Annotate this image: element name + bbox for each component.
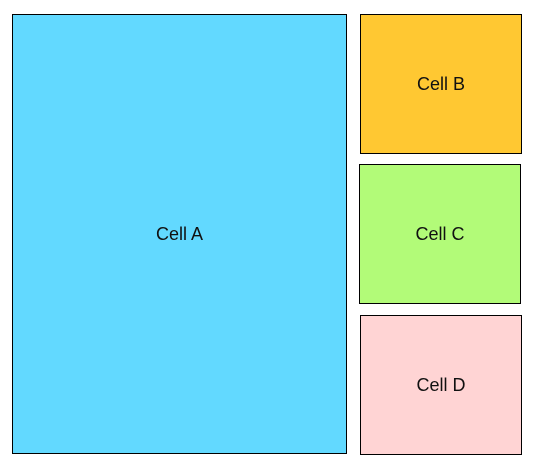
cell-d: Cell D — [360, 315, 522, 455]
cell-b-label: Cell B — [416, 73, 465, 94]
cell-b: Cell B — [360, 14, 522, 154]
cell-c: Cell C — [359, 164, 521, 304]
cell-d-label: Cell D — [416, 374, 466, 395]
cell-c-label: Cell C — [415, 223, 465, 244]
cell-a: Cell A — [12, 14, 347, 454]
cell-a-label: Cell A — [155, 223, 204, 244]
